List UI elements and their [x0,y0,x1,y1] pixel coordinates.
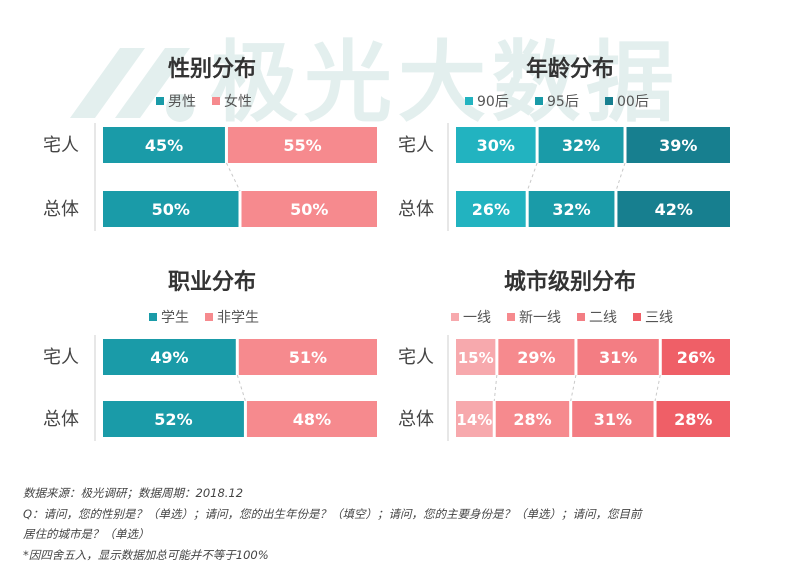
bar-segment [103,127,225,163]
legend-swatch [465,97,473,105]
segment-connector [526,162,538,192]
bar-segment [103,401,244,437]
bar-value-label: 26% [472,200,510,219]
segment-connector [570,374,577,402]
bar-value-label: 48% [293,410,331,429]
bar-value-label: 28% [513,410,551,429]
legend-item: 二线 [589,310,617,326]
bar-value-label: 51% [289,348,327,367]
chart-title: 年龄分布 [526,56,614,82]
legend-item: 新一线 [519,310,561,326]
bar-value-label: 45% [145,136,183,155]
bar-value-label: 31% [599,348,637,367]
bar-segment [238,339,377,375]
category-label: 总体 [43,409,79,430]
legend-swatch [605,97,613,105]
category-label: 宅人 [43,347,79,368]
bar-segment [456,401,493,437]
legend-swatch [205,313,213,321]
watermark: 极光大数据 [60,22,740,132]
bar-value-label: 50% [152,200,190,219]
bar-segment [456,191,526,227]
bar-segment [617,191,730,227]
category-label: 总体 [398,199,434,220]
bar-segment [495,401,570,437]
chart-title: 城市级别分布 [504,269,636,295]
legend-swatch [535,97,543,105]
segment-connector [615,162,626,192]
bar-segment [656,401,730,437]
bar-value-label: 50% [290,200,328,219]
bar-value-label: 32% [562,136,600,155]
legend-item: 95后 [547,94,579,110]
legend-item: 90后 [477,94,509,110]
bar-value-label: 28% [674,410,712,429]
bar-value-label: 39% [659,136,697,155]
legend-item: 女性 [224,93,252,110]
bar-value-label: 26% [677,348,715,367]
category-label: 宅人 [43,135,79,156]
rounding-note: *因四舍五入，显示数据加总可能并不等于100% [23,547,269,562]
bar-segment [572,401,654,437]
question-note-line2: 居住的城市是？（单选） [23,527,150,541]
bar-segment [538,127,624,163]
segment-connector [493,374,498,402]
bar-value-label: 42% [655,200,693,219]
legend-swatch [212,97,220,105]
source-note: 数据来源：极光调研；数据周期：2018.12 [23,486,244,500]
segment-connector [654,374,661,402]
chart-title: 职业分布 [168,269,256,295]
category-label: 宅人 [398,135,434,156]
legend-item: 00后 [617,94,649,110]
legend-swatch [633,313,641,321]
bar-segment [456,339,496,375]
legend-item: 非学生 [217,310,259,326]
bar-segment [528,191,615,227]
bar-value-label: 55% [283,136,321,155]
segment-connector [225,162,241,192]
category-label: 宅人 [398,347,434,368]
bar-segment [103,339,236,375]
watermark-text: 极光大数据 [210,31,681,132]
category-label: 总体 [398,409,434,430]
legend-swatch [149,313,157,321]
bar-segment [241,191,377,227]
legend-item: 男性 [168,94,196,110]
question-note-line1: Q：请问，您的性别是？（单选）；请问，您的出生年份是？（填空）；请问，您的主要身… [23,506,642,521]
legend-item: 三线 [645,310,673,326]
bar-value-label: 29% [517,348,555,367]
legend-swatch [156,97,164,105]
chart-title: 性别分布 [168,56,256,82]
bar-value-label: 15% [458,349,494,367]
category-label: 总体 [43,199,79,220]
bar-segment [227,127,377,163]
bar-value-label: 14% [456,411,492,429]
bar-segment [626,127,730,163]
bar-segment [577,339,659,375]
bar-value-label: 52% [154,410,192,429]
legend-item: 一线 [463,310,491,326]
bar-segment [456,127,536,163]
jiguang-logo-icon [70,48,194,123]
segment-connector [236,374,246,402]
legend-swatch [451,313,459,321]
footer-notes: 数据来源：极光调研；数据周期：2018.12 Q：请问，您的性别是？（单选）；请… [23,483,773,565]
bar-value-label: 30% [477,136,515,155]
bar-value-label: 31% [594,410,632,429]
bar-segment [661,339,730,375]
legend-swatch [507,313,515,321]
legend-item: 学生 [161,310,189,326]
bar-segment [103,191,239,227]
bar-value-label: 49% [150,348,188,367]
legend-swatch [577,313,585,321]
bar-value-label: 32% [552,200,590,219]
bar-segment [246,401,377,437]
bar-segment [498,339,575,375]
